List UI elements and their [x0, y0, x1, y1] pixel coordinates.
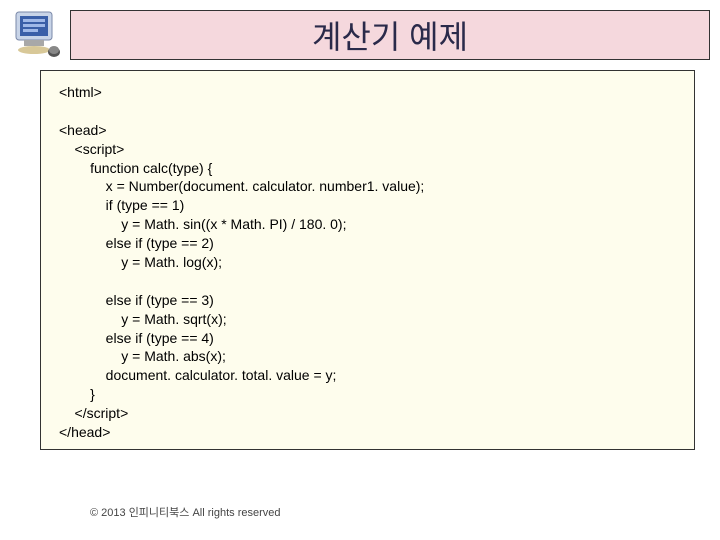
slide-title: 계산기 예제: [312, 12, 468, 58]
computer-icon: [10, 8, 68, 62]
copyright-footer: © 2013 인피니티북스 All rights reserved: [90, 504, 281, 520]
code-block: <html> <head> <script> function calc(typ…: [40, 70, 695, 450]
title-bar: 계산기 예제: [70, 10, 710, 60]
